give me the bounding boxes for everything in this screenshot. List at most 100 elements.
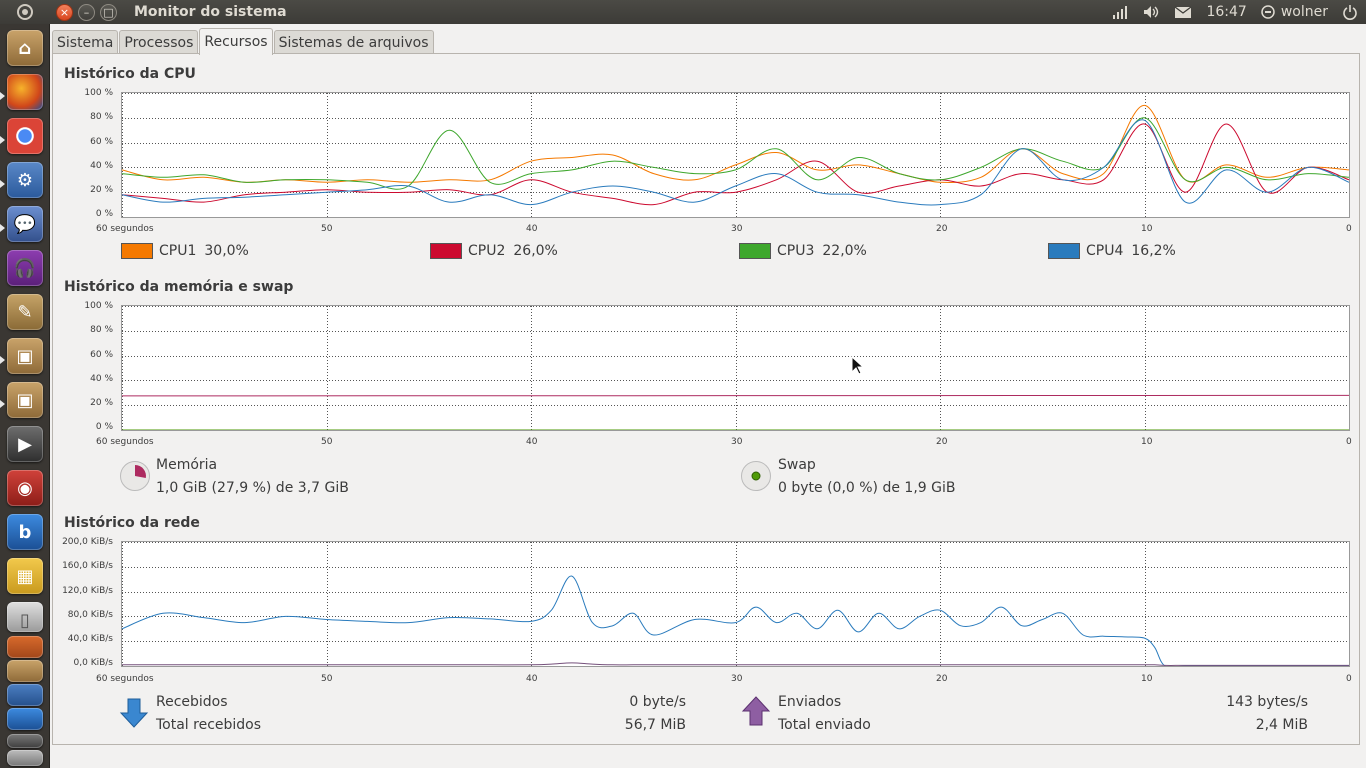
launcher-system-monitor[interactable]: ⚙	[7, 162, 43, 198]
memory-pie-chart	[135, 465, 147, 478]
launcher-package-installer[interactable]: ▣	[7, 382, 43, 418]
launcher-video-player[interactable]: ▶	[7, 426, 43, 462]
network-y-tick: 40,0 KiB/s	[67, 634, 113, 644]
window-controls: × – □	[56, 3, 117, 21]
network-indicator[interactable]	[1112, 4, 1128, 20]
launcher-stacked-apps[interactable]	[7, 636, 43, 658]
messaging-indicator[interactable]	[1174, 5, 1192, 19]
launcher: ⌂ ⚙ 💬 🎧 ✎ ▣ ▣ ▶ ◉ b ▦ ▯	[0, 24, 50, 768]
upload-arrow-icon[interactable]	[741, 695, 771, 731]
cpu1-color-swatch[interactable]	[121, 243, 153, 259]
cpu-section-title: Histórico da CPU	[64, 66, 196, 82]
memory-y-tick: 60 %	[90, 350, 113, 360]
cpu2-color-swatch[interactable]	[430, 243, 462, 259]
package-icon: ▣	[16, 345, 34, 367]
volume-indicator[interactable]	[1142, 4, 1160, 20]
launcher-text-editor[interactable]: ✎	[7, 294, 43, 330]
cpu-y-tick: 100 %	[84, 88, 113, 98]
tab-sistemas-de-arquivos[interactable]: Sistemas de arquivos	[273, 30, 434, 55]
launcher-chrome[interactable]	[7, 118, 43, 154]
launcher-music-player[interactable]: 🎧	[7, 250, 43, 286]
launcher-home-folder[interactable]: ⌂	[7, 30, 43, 66]
memory-section-title: Histórico da memória e swap	[64, 279, 294, 295]
close-window-button[interactable]: ×	[56, 3, 73, 21]
launcher-running-pip	[0, 92, 5, 100]
top-panel: × – □ Monitor do sistema 16:47	[0, 0, 1366, 24]
cpu3-legend: CPU3 22,0%	[739, 243, 867, 259]
document-icon: ▯	[20, 609, 30, 631]
launcher-mahjongg[interactable]: ▦	[7, 558, 43, 594]
memory-x-tick: 0	[1346, 437, 1352, 447]
launcher-stacked-apps[interactable]	[7, 734, 43, 748]
session-menu[interactable]	[1342, 4, 1358, 20]
sent-rate-value: 143 bytes/s	[1226, 694, 1308, 710]
chat-bubble-icon: 💬	[13, 213, 37, 235]
download-arrow-icon[interactable]	[119, 697, 149, 733]
memory-x-tick: 50	[321, 437, 333, 447]
launcher-stacked-apps[interactable]	[7, 708, 43, 730]
clock[interactable]: 16:47	[1206, 4, 1247, 20]
total-received-label: Total recebidos	[156, 717, 262, 733]
cpu-graph	[121, 92, 1350, 218]
launcher-archive-manager[interactable]: ▣	[7, 338, 43, 374]
launcher-stacked-apps[interactable]	[7, 660, 43, 682]
game-tile-icon: ▦	[16, 565, 34, 587]
memory-x-tick: 20	[936, 437, 948, 447]
launcher-stacked-apps[interactable]: ▯	[7, 602, 43, 632]
swap-pie-icon[interactable]	[741, 461, 771, 491]
pencil-icon: ✎	[17, 301, 33, 323]
cpu3-legend-value: 22,0%	[822, 243, 867, 259]
signal-bars-icon	[1113, 6, 1128, 19]
letter-b-icon: b	[18, 521, 32, 543]
network-x-tick: 40	[526, 674, 538, 684]
dash-home-button[interactable]	[0, 0, 50, 24]
cpu-x-tick: 10	[1141, 224, 1153, 234]
cpu1-legend-value: 30,0%	[204, 243, 249, 259]
cpu-x-tick: 20	[936, 224, 948, 234]
launcher-disc-burner[interactable]: ◉	[7, 470, 43, 506]
cpu-x-tick: 50	[321, 224, 333, 234]
launcher-firefox[interactable]	[7, 74, 43, 110]
memory-chart	[122, 306, 1349, 430]
network-y-tick: 120,0 KiB/s	[62, 586, 113, 596]
user-menu[interactable]: wolner	[1261, 4, 1328, 20]
launcher-trash[interactable]	[7, 750, 43, 766]
memory-pie-icon[interactable]	[120, 461, 150, 491]
launcher-bittorrent[interactable]: b	[7, 514, 43, 550]
tab-recursos[interactable]: Recursos	[199, 28, 273, 55]
network-y-tick: 200,0 KiB/s	[62, 537, 113, 547]
network-x-tick: 20	[936, 674, 948, 684]
window-title: Monitor do sistema	[134, 4, 287, 20]
swap-pie-chart	[751, 471, 761, 481]
swap-label: Swap	[778, 457, 816, 473]
cpu-x-tick: 0	[1346, 224, 1352, 234]
memory-y-tick: 40 %	[90, 374, 113, 384]
maximize-window-button[interactable]: □	[100, 3, 117, 21]
ubuntu-logo-icon	[17, 4, 33, 20]
home-folder-icon: ⌂	[18, 37, 32, 59]
cpu2-legend-value: 26,0%	[513, 243, 558, 259]
cpu-y-tick: 0 %	[95, 209, 113, 219]
launcher-stacked-apps[interactable]	[7, 684, 43, 706]
minimize-window-button[interactable]: –	[78, 3, 95, 21]
indicator-area: 16:47 wolner	[1112, 0, 1358, 24]
cpu1-series-line	[122, 104, 1349, 184]
down-arrow-icon	[119, 698, 149, 728]
network-y-tick: 80,0 KiB/s	[67, 610, 113, 620]
cpu1-legend-name: CPU1	[159, 243, 197, 259]
memory-y-tick: 100 %	[84, 301, 113, 311]
firefox-icon	[7, 74, 43, 110]
cpu3-color-swatch[interactable]	[739, 243, 771, 259]
memory-x-tick: 30	[731, 437, 743, 447]
launcher-empathy[interactable]: 💬	[7, 206, 43, 242]
sent-series-line	[122, 662, 1349, 666]
tab-sistema[interactable]: Sistema	[52, 30, 119, 55]
cpu4-color-swatch[interactable]	[1048, 243, 1080, 259]
memory-y-tick: 20 %	[90, 398, 113, 408]
system-monitor-window: Sistema Processos Recursos Sistemas de a…	[50, 24, 1366, 768]
user-name: wolner	[1280, 4, 1328, 20]
up-arrow-icon	[741, 696, 771, 726]
cpu4-legend-value: 16,2%	[1131, 243, 1176, 259]
network-x-tick: 30	[731, 674, 743, 684]
tab-processos[interactable]: Processos	[119, 30, 199, 55]
